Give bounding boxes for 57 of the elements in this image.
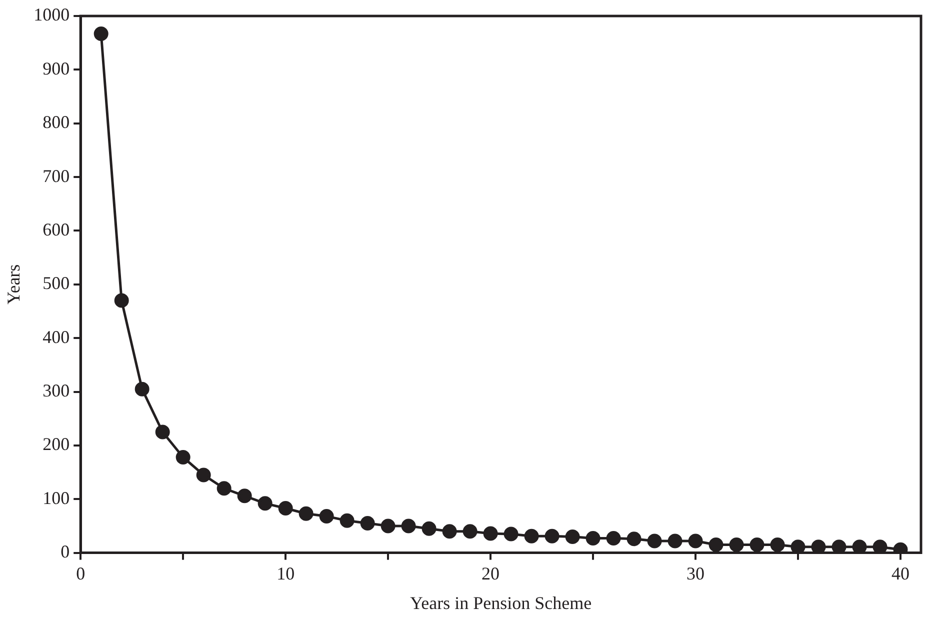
point [462, 524, 478, 539]
y-tick-label: 600 [42, 219, 70, 240]
point [790, 540, 806, 553]
x-tick-label: 30 [686, 563, 705, 584]
point [155, 424, 170, 440]
y-tick-label: 800 [42, 112, 70, 132]
y-tick-label: 1000 [34, 4, 70, 25]
y-tick-label: 500 [42, 273, 70, 294]
point [811, 540, 826, 553]
point [380, 518, 396, 534]
y-axis-title: Years [4, 264, 24, 304]
point [176, 450, 190, 464]
point [114, 293, 129, 308]
point [216, 481, 232, 496]
y-tick-label: 0 [60, 542, 70, 562]
point [196, 468, 211, 482]
point [442, 524, 457, 539]
y-tick-label: 700 [42, 166, 70, 186]
point [586, 531, 600, 546]
point [360, 516, 375, 531]
point [750, 538, 764, 552]
point [422, 521, 436, 536]
y-tick-label: 200 [42, 434, 70, 454]
point [832, 540, 846, 553]
point [524, 528, 539, 544]
x-tick-label: 20 [482, 563, 500, 584]
point [770, 538, 785, 552]
point [606, 531, 621, 546]
x-tick-label: 40 [892, 563, 910, 584]
point [134, 382, 150, 396]
point [872, 540, 888, 553]
point [647, 534, 662, 548]
y-tick-label: 400 [42, 326, 70, 347]
point [94, 26, 108, 41]
point [708, 538, 724, 552]
point [298, 506, 314, 521]
point [852, 540, 867, 553]
point [340, 513, 354, 528]
x-tick-label: 0 [76, 563, 86, 584]
point [544, 528, 560, 544]
y-tick-label: 300 [42, 380, 70, 400]
point [565, 529, 580, 544]
point [668, 534, 682, 548]
point [258, 496, 272, 511]
point [278, 500, 293, 516]
point [504, 526, 518, 542]
x-axis-title: Years in Pension Scheme [410, 592, 592, 613]
point [319, 509, 334, 524]
point [688, 534, 703, 548]
point [626, 532, 642, 546]
y-tick-label: 900 [42, 58, 70, 78]
point [729, 538, 744, 552]
point [237, 488, 252, 504]
point [483, 526, 498, 541]
y-tick-label: 100 [42, 488, 70, 508]
point [401, 518, 416, 534]
x-tick-label: 10 [276, 563, 295, 584]
